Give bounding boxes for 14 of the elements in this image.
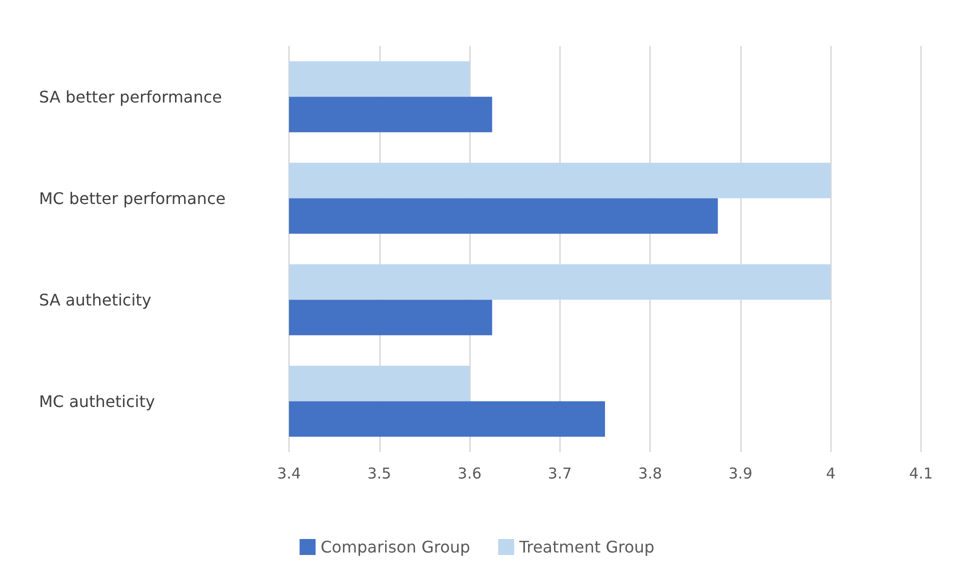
x-tick-label: 3.5 [367, 464, 392, 482]
y-tick-label: MC better performance [39, 188, 226, 208]
y-tick-label: SA better performance [39, 87, 222, 106]
y-tick-label: SA autheticity [39, 290, 152, 310]
x-tick-label: 3.4 [277, 464, 301, 482]
y-tick-label: MC autheticity [39, 392, 155, 411]
x-tick-label: 3.8 [638, 464, 662, 482]
legend-label: Treatment Group [518, 538, 654, 556]
legend-label: Comparison Group [320, 538, 470, 556]
x-tick-label: 3.6 [458, 464, 482, 482]
x-tick-label: 4 [826, 464, 836, 482]
x-tick-label: 4.1 [909, 464, 933, 482]
x-tick-label: 3.9 [728, 464, 752, 482]
x-tick-label: 3.7 [548, 464, 572, 482]
